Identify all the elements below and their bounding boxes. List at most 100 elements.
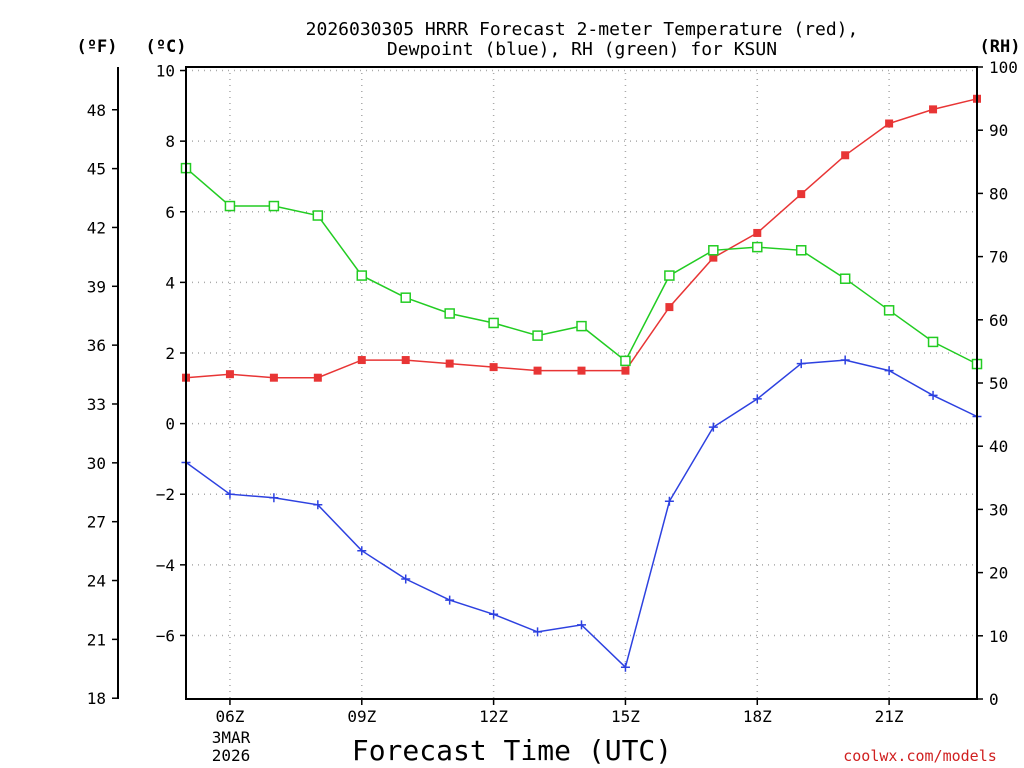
- time-tick-label: 12Z: [479, 707, 508, 726]
- temperature-point: [269, 373, 278, 382]
- fahrenheit-axis: 48 45 42 39 36 33 30 27 24 21 18: [87, 101, 118, 708]
- rh-tick-label: 40: [989, 437, 1008, 456]
- dewpoint-point: [445, 595, 455, 605]
- rh-point: [488, 317, 499, 329]
- temperature-point: [885, 119, 894, 128]
- unit-label-rh: (RH): [980, 37, 1021, 57]
- rh-point: [795, 245, 807, 256]
- dewpoint-point: [708, 422, 718, 432]
- rh-tick-label: 90: [989, 121, 1008, 140]
- rh-tick-label: 80: [989, 184, 1008, 203]
- rh-point: [620, 355, 631, 367]
- rh-tick-label: 100: [989, 58, 1018, 77]
- celsius-tick-label: −6: [156, 626, 175, 645]
- rh-point: [532, 330, 543, 341]
- time-tick-label: 15Z: [611, 707, 640, 726]
- fahrenheit-tick-label: 24: [87, 572, 106, 591]
- dewpoint-point: [401, 574, 411, 584]
- celsius-axis: 10 8 6 4 2 0 −2 −4 −6: [156, 62, 186, 645]
- rh-point: [576, 320, 587, 332]
- temperature-point: [533, 366, 542, 375]
- rh-point: [664, 270, 675, 281]
- celsius-tick-label: 0: [165, 415, 175, 434]
- dewpoint-point: [664, 496, 674, 506]
- dewpoint-point: [313, 500, 323, 510]
- temperature-point: [753, 228, 762, 237]
- time-tick-label: 18Z: [743, 707, 772, 726]
- temperature-point: [709, 253, 718, 262]
- dewpoint-point: [796, 359, 806, 369]
- fahrenheit-tick-label: 21: [87, 630, 106, 649]
- rh-tick-label: 60: [989, 311, 1008, 330]
- rh-point: [839, 273, 851, 284]
- chart-title-line2: Dewpoint (blue), RH (green) for KSUN: [387, 39, 777, 60]
- rh-tick-label: 10: [989, 627, 1008, 646]
- dewpoint-point: [533, 627, 543, 637]
- celsius-tick-label: 4: [165, 273, 175, 292]
- unit-label-celsius: (ºC): [146, 37, 187, 57]
- temperature-point: [577, 366, 586, 375]
- temperature-point: [665, 303, 674, 312]
- celsius-tick-label: −2: [156, 485, 175, 504]
- dewpoint-point: [752, 394, 762, 404]
- temperature-point: [489, 363, 498, 372]
- rh-tick-label: 70: [989, 248, 1008, 267]
- dewpoint-point: [225, 489, 235, 499]
- dewpoint-point: [357, 546, 367, 556]
- watermark: coolwx.com/models: [843, 747, 997, 765]
- chart-title-line1: 2026030305 HRRR Forecast 2-meter Tempera…: [306, 19, 859, 40]
- rh-point: [444, 308, 455, 319]
- celsius-tick-label: −4: [156, 556, 175, 575]
- fahrenheit-tick-label: 42: [87, 218, 106, 237]
- rh-point: [883, 305, 895, 316]
- dewpoint-point: [884, 366, 894, 376]
- dewpoint-point: [489, 609, 499, 619]
- dewpoint-point: [269, 493, 279, 503]
- time-tick-label: 06Z: [215, 707, 244, 726]
- plot-frame: [185, 66, 978, 700]
- time-tick-label: 09Z: [347, 707, 376, 726]
- celsius-tick-label: 10: [156, 62, 175, 81]
- dewpoint-point: [928, 390, 938, 400]
- date-day-label: 3MAR: [212, 728, 251, 747]
- temperature-point: [797, 190, 806, 199]
- rh-tick-label: 30: [989, 500, 1008, 519]
- rh-tick-label: 50: [989, 374, 1008, 393]
- fahrenheit-tick-label: 33: [87, 395, 106, 414]
- rh-point: [708, 245, 719, 256]
- temperature-point: [225, 370, 234, 379]
- fahrenheit-tick-label: 45: [87, 160, 106, 179]
- rh-tick-label: 20: [989, 564, 1008, 583]
- fahrenheit-tick-label: 36: [87, 336, 106, 355]
- fahrenheit-tick-label: 30: [87, 454, 106, 473]
- unit-label-fahrenheit: (ºF): [77, 37, 118, 57]
- temperature-point: [929, 105, 938, 114]
- rh-point: [268, 200, 280, 212]
- rh-line: [185, 167, 978, 365]
- temperature-point: [621, 366, 630, 375]
- rh-point: [927, 336, 939, 348]
- rh-point: [312, 210, 324, 221]
- celsius-tick-label: 2: [165, 344, 175, 363]
- time-axis: 06Z 09Z 12Z 15Z 18Z 21Z: [215, 699, 904, 726]
- fahrenheit-tick-label: 48: [87, 101, 106, 120]
- rh-point: [752, 241, 763, 253]
- temperature-point: [357, 356, 366, 365]
- temperature-point: [401, 356, 410, 365]
- fahrenheit-tick-label: 18: [87, 689, 106, 708]
- rh-tick-label: 0: [989, 690, 999, 709]
- dewpoint-point: [620, 662, 630, 672]
- dewpoint-point: [840, 355, 850, 365]
- time-tick-label: 21Z: [875, 707, 904, 726]
- dewpoint-point: [577, 620, 586, 630]
- date-year-label: 2026: [212, 746, 251, 765]
- celsius-tick-label: 8: [165, 132, 175, 151]
- rh-point: [400, 292, 411, 303]
- fahrenheit-tick-label: 39: [87, 277, 106, 296]
- rh-point: [356, 270, 368, 281]
- temperature-point: [445, 359, 454, 368]
- data-series: [180, 94, 983, 672]
- temperature-point: [313, 373, 322, 382]
